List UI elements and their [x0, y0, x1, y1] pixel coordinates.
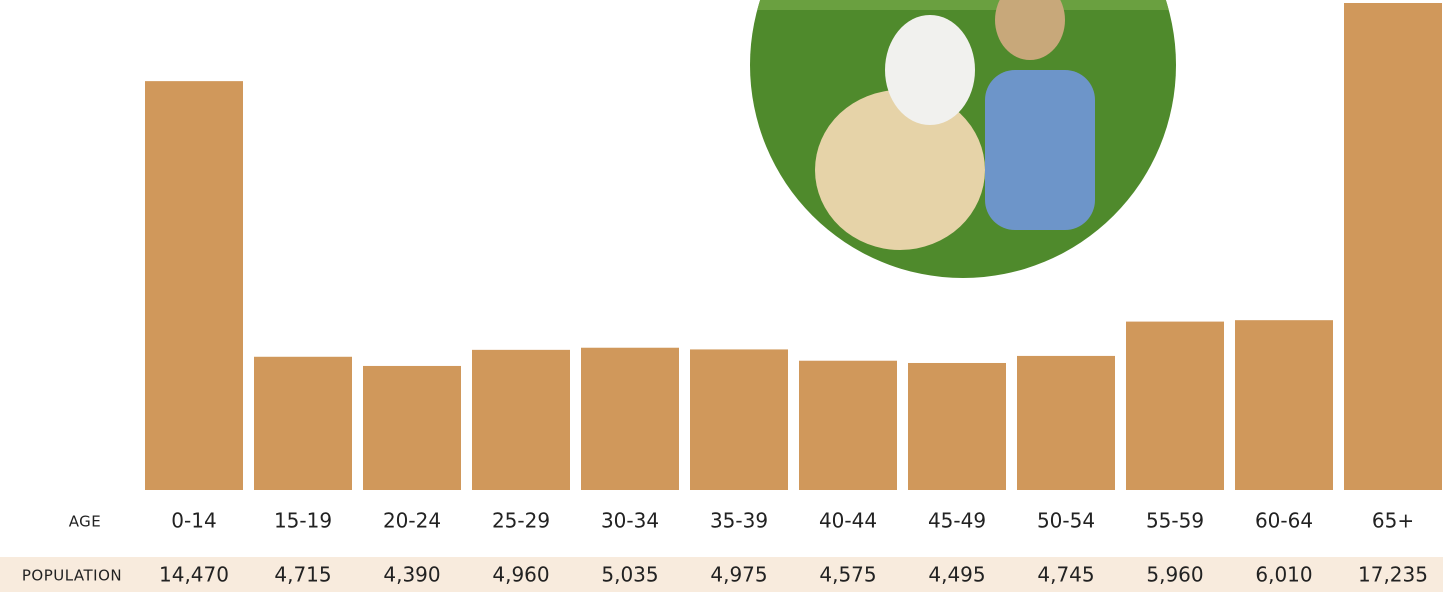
value-label: 4,495 — [928, 563, 985, 587]
value-label: 4,715 — [274, 563, 331, 587]
x-tick-label: 60-64 — [1255, 509, 1313, 533]
value-label: 4,975 — [710, 563, 767, 587]
x-tick-label: 15-19 — [274, 509, 332, 533]
bar — [1344, 3, 1442, 490]
x-tick-label: 65+ — [1372, 509, 1414, 533]
population-header: POPULATION — [22, 567, 122, 585]
value-label: 6,010 — [1255, 563, 1312, 587]
bar — [363, 365, 461, 490]
bar — [1126, 321, 1224, 490]
x-tick-label: 35-39 — [710, 509, 768, 533]
bar — [690, 349, 788, 490]
bar — [472, 349, 570, 490]
value-label: 5,035 — [601, 563, 658, 587]
bar — [1235, 320, 1333, 490]
x-tick-label: 0-14 — [171, 509, 216, 533]
x-tick-label: 20-24 — [383, 509, 441, 533]
bar — [145, 81, 243, 491]
bar — [1017, 355, 1115, 490]
value-label: 4,745 — [1037, 563, 1094, 587]
value-label: 17,235 — [1358, 563, 1428, 587]
x-tick-label: 45-49 — [928, 509, 986, 533]
population-row-band — [0, 557, 1443, 592]
x-tick-label: 50-54 — [1037, 509, 1095, 533]
value-label: 4,960 — [492, 563, 549, 587]
x-tick-label: 40-44 — [819, 509, 877, 533]
x-tick-label: 55-59 — [1146, 509, 1204, 533]
value-label: 14,470 — [159, 563, 229, 587]
bar — [581, 347, 679, 490]
photo — [750, 0, 1176, 278]
bar — [908, 362, 1006, 490]
value-label: 4,575 — [819, 563, 876, 587]
bar — [799, 360, 897, 490]
age-header: AGE — [69, 513, 102, 531]
x-tick-label: 30-34 — [601, 509, 659, 533]
value-label: 4,390 — [383, 563, 440, 587]
value-label: 5,960 — [1146, 563, 1203, 587]
x-tick-label: 25-29 — [492, 509, 550, 533]
bar — [254, 356, 352, 490]
